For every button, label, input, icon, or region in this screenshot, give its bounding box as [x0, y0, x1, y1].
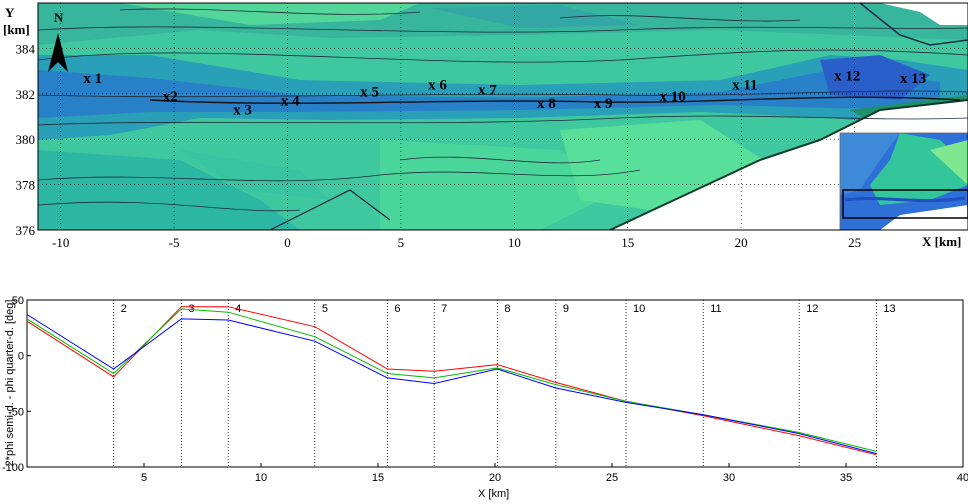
station-markers: x 1 x2 x 3 x 4 x 5 x 6 x 7 x 8 x 9 x 10 x 11 x 12 x …	[83, 69, 926, 119]
line-x-tick-label: 40	[957, 472, 968, 484]
map-axes-frame	[37, 2, 968, 231]
station-marker-label: 5	[322, 303, 328, 315]
station-label: x 8	[537, 96, 556, 112]
series-line	[26, 314, 877, 455]
map-x-tick-label: 25	[848, 235, 861, 250]
station-label: x 10	[660, 89, 686, 105]
line-y-tick-label: 0	[18, 351, 24, 363]
station-label: x 3	[233, 103, 252, 119]
line-x-tick-label: 30	[723, 472, 735, 484]
station-label: x 1	[83, 71, 102, 87]
station-label: x 5	[360, 85, 379, 101]
station-marker-label: 2	[121, 303, 127, 315]
line-x-tick-label: 15	[372, 472, 384, 484]
station-marker-label: 6	[394, 303, 400, 315]
station-label: x 6	[428, 78, 447, 94]
station-marker-label: 7	[441, 303, 447, 315]
station-label: x 4	[281, 94, 300, 110]
map-labels: -10 -5 0 5 10 15 20 25 376 378 380 382 384	[16, 41, 862, 250]
map-x-tick-label: 5	[398, 235, 405, 250]
line-x-tick-label: 10	[255, 472, 267, 484]
map-x-tick-label: -10	[52, 235, 69, 250]
north-label: N	[54, 10, 64, 25]
line-x-tick-label: 5	[141, 472, 147, 484]
station-marker-lines: 2 3 4 5 6 7 8 9 10 11 12 13	[113, 300, 896, 467]
phase-series	[26, 306, 877, 456]
station-label: x 13	[900, 71, 926, 87]
map-x-tick-label: -5	[169, 235, 180, 250]
station-marker-label: 10	[633, 303, 645, 315]
station-label: x 7	[478, 82, 497, 98]
map-x-tick-label: 10	[508, 235, 521, 250]
station-label: x 11	[732, 78, 757, 94]
line-x-tick-label: 20	[489, 472, 501, 484]
map-x-tick-label: 0	[284, 235, 291, 250]
line-y-tick-label: 50	[12, 295, 24, 307]
line-y-tick-label: -100	[2, 462, 24, 474]
map-y-axis-label: Y	[5, 5, 15, 20]
bathymetry-map	[38, 3, 968, 230]
map-y-tick-label: 380	[16, 132, 36, 147]
station-marker-label: 8	[504, 303, 510, 315]
line-x-tick-label: 25	[606, 472, 618, 484]
map-y-tick-label: 378	[16, 178, 36, 193]
map-x-tick-label: 20	[735, 235, 748, 250]
station-label: x 9	[594, 96, 613, 112]
line-axes-frame	[26, 299, 964, 468]
line-x-axis-label: X [km]	[478, 488, 509, 500]
map-y-tick-label: 376	[16, 223, 36, 238]
station-marker-label: 9	[563, 303, 569, 315]
inset-map	[839, 132, 968, 231]
station-label: x 12	[834, 69, 860, 85]
line-y-axis-label: 2*phi semi-d. - phi quarter-d. [deg]	[4, 300, 16, 467]
map-x-tick-label: 15	[621, 235, 634, 250]
station-marker-label: 11	[710, 303, 721, 315]
station-marker-label: 13	[883, 303, 895, 315]
north-arrow-icon	[48, 33, 68, 72]
station-marker-label: 12	[806, 303, 818, 315]
station-marker-label: 3	[188, 303, 194, 315]
station-label: x2	[163, 89, 178, 105]
map-y-tick-label: 384	[16, 41, 36, 56]
map-x-axis-label: X [km]	[922, 234, 961, 249]
map-y-axis-unit: [km]	[3, 22, 30, 37]
line-x-tick-label: 35	[840, 472, 852, 484]
line-y-tick-label: -50	[8, 406, 24, 418]
series-line	[26, 306, 877, 456]
map-y-tick-label: 382	[16, 87, 36, 102]
